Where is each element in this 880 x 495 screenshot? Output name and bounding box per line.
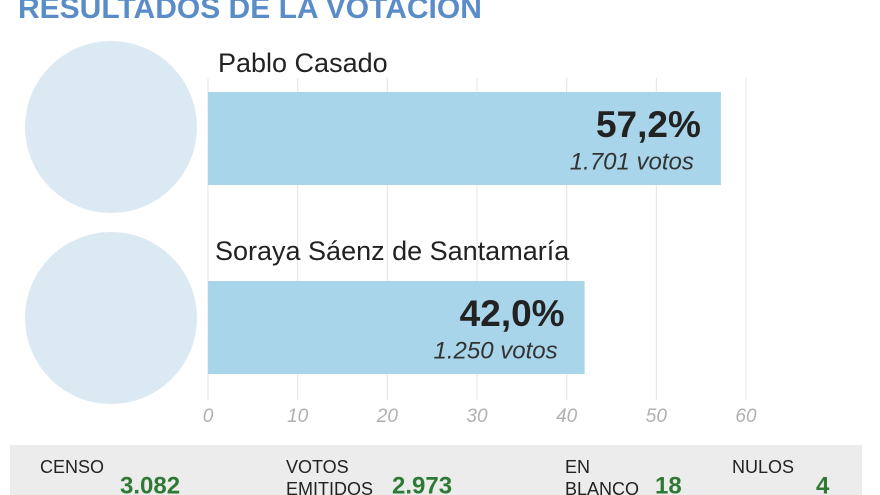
stat-value: 4 [816, 472, 830, 495]
votes-label: 1.250 votos [434, 337, 558, 364]
x-tick-label: 10 [287, 406, 309, 427]
stat-label: CENSO [40, 457, 104, 477]
value-label: 42,0% [460, 293, 565, 334]
stat-label: EMITIDOS [286, 479, 373, 495]
candidate-photo [25, 232, 197, 404]
x-tick-label: 30 [466, 406, 488, 427]
chart-title: RESULTADOS DE LA VOTACIÓN [18, 0, 482, 25]
value-label: 57,2% [596, 104, 701, 145]
x-tick-label: 40 [556, 406, 578, 427]
x-tick-label: 60 [735, 406, 757, 427]
stat-value: 3.082 [120, 472, 180, 495]
stat-value: 18 [655, 472, 682, 495]
stat-label: EN [565, 457, 590, 477]
category-label: Pablo Casado [218, 48, 388, 78]
x-tick-label: 20 [376, 406, 399, 427]
stats-panel [10, 445, 862, 495]
x-tick-label: 0 [203, 406, 214, 427]
bar [208, 92, 721, 185]
x-tick-label: 50 [646, 406, 668, 427]
stat-value: 2.973 [392, 472, 452, 495]
candidate-photo [25, 41, 197, 213]
bar [208, 281, 585, 374]
stat-label: BLANCO [565, 479, 639, 495]
stat-label: NULOS [732, 457, 794, 477]
votes-label: 1.701 votos [570, 148, 694, 175]
category-label: Soraya Sáenz de Santamaría [215, 236, 570, 266]
stat-label: VOTOS [286, 457, 349, 477]
